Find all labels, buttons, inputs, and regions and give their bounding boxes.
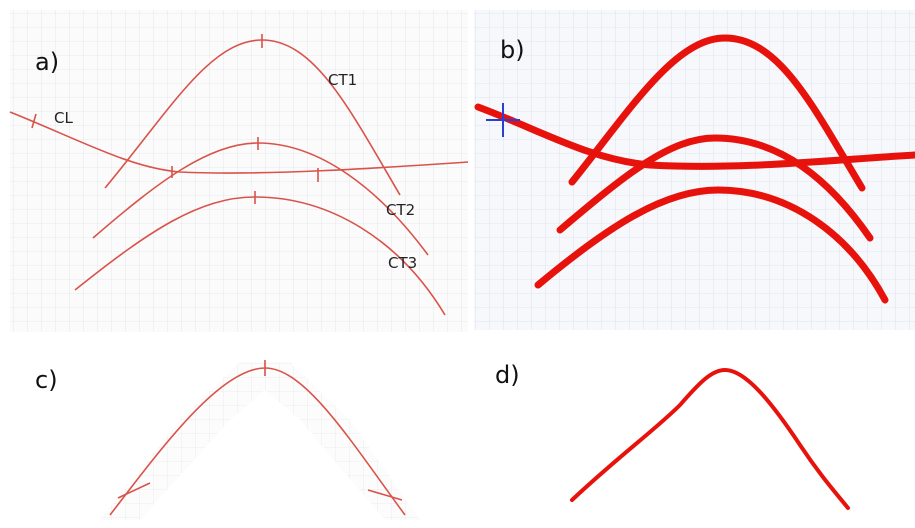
panel-a: a) CT1 CT2 CT3 CL bbox=[9, 10, 469, 332]
panel-c: c) bbox=[35, 360, 420, 520]
curve-centerline bbox=[570, 367, 850, 510]
grid-paper bbox=[10, 10, 468, 332]
panel-label: a) bbox=[35, 48, 59, 76]
annotation: CT2 bbox=[386, 201, 415, 219]
cropped-paper bbox=[100, 362, 420, 520]
tick-marks bbox=[31, 34, 319, 204]
panel-b: b) bbox=[474, 10, 915, 330]
panel-label: b) bbox=[500, 36, 525, 64]
curve-ct1 bbox=[568, 34, 866, 192]
annotation: CL bbox=[54, 109, 73, 127]
curve-ct3 bbox=[534, 186, 889, 304]
tick-marks bbox=[117, 360, 403, 501]
annotation: CT3 bbox=[388, 254, 417, 272]
annotation: CT1 bbox=[328, 71, 357, 89]
crosshair bbox=[486, 103, 520, 137]
panel-label: d) bbox=[495, 361, 520, 389]
panel-d: d) bbox=[495, 361, 850, 510]
curve-cl bbox=[9, 111, 469, 174]
curve-ct2 bbox=[556, 134, 874, 242]
panel-label: c) bbox=[35, 366, 58, 394]
